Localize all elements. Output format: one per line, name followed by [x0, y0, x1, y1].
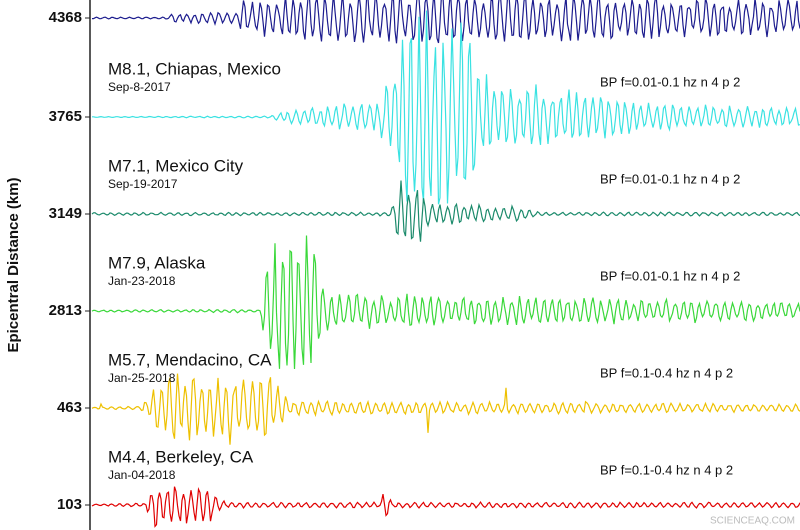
event-label: M8.1, Chiapas, Mexico — [108, 59, 281, 78]
distance-label: 463 — [57, 399, 82, 416]
waveforms — [91, 0, 800, 528]
filter-label: BP f=0.1-0.4 hz n 4 p 2 — [600, 462, 733, 477]
axis-label: Epicentral Distance (km) — [5, 177, 22, 352]
seismogram — [91, 235, 800, 370]
event-label: M4.4, Berkeley, CA — [108, 447, 254, 466]
distance-label: 3765 — [49, 108, 82, 125]
event-date: Sep-19-2017 — [108, 177, 178, 191]
event-date: Jan-25-2018 — [108, 371, 176, 385]
seismogram — [91, 486, 800, 528]
event-date: Jan-23-2018 — [108, 274, 176, 288]
distance-label: 4368 — [49, 9, 82, 26]
event-date: Jan-04-2018 — [108, 468, 176, 482]
filter-label: BP f=0.01-0.1 hz n 4 p 2 — [600, 74, 740, 89]
seismogram — [92, 10, 800, 205]
filter-label: BP f=0.01-0.1 hz n 4 p 2 — [600, 268, 740, 283]
filter-label: BP f=0.01-0.1 hz n 4 p 2 — [600, 171, 740, 186]
distance-label: 2813 — [49, 302, 82, 319]
seismogram — [91, 373, 800, 445]
seismogram — [92, 0, 800, 44]
seismogram — [91, 180, 800, 242]
filter-label: BP f=0.1-0.4 hz n 4 p 2 — [600, 365, 733, 380]
event-label: M5.7, Mendacino, CA — [108, 350, 272, 369]
event-label: M7.1, Mexico City — [108, 156, 244, 175]
event-label: M7.9, Alaska — [108, 253, 206, 272]
watermark: SCIENCEAQ.COM — [710, 516, 795, 527]
distance-label: 103 — [57, 496, 82, 513]
distance-label: 3149 — [49, 205, 82, 222]
event-date: Sep-8-2017 — [108, 80, 171, 94]
